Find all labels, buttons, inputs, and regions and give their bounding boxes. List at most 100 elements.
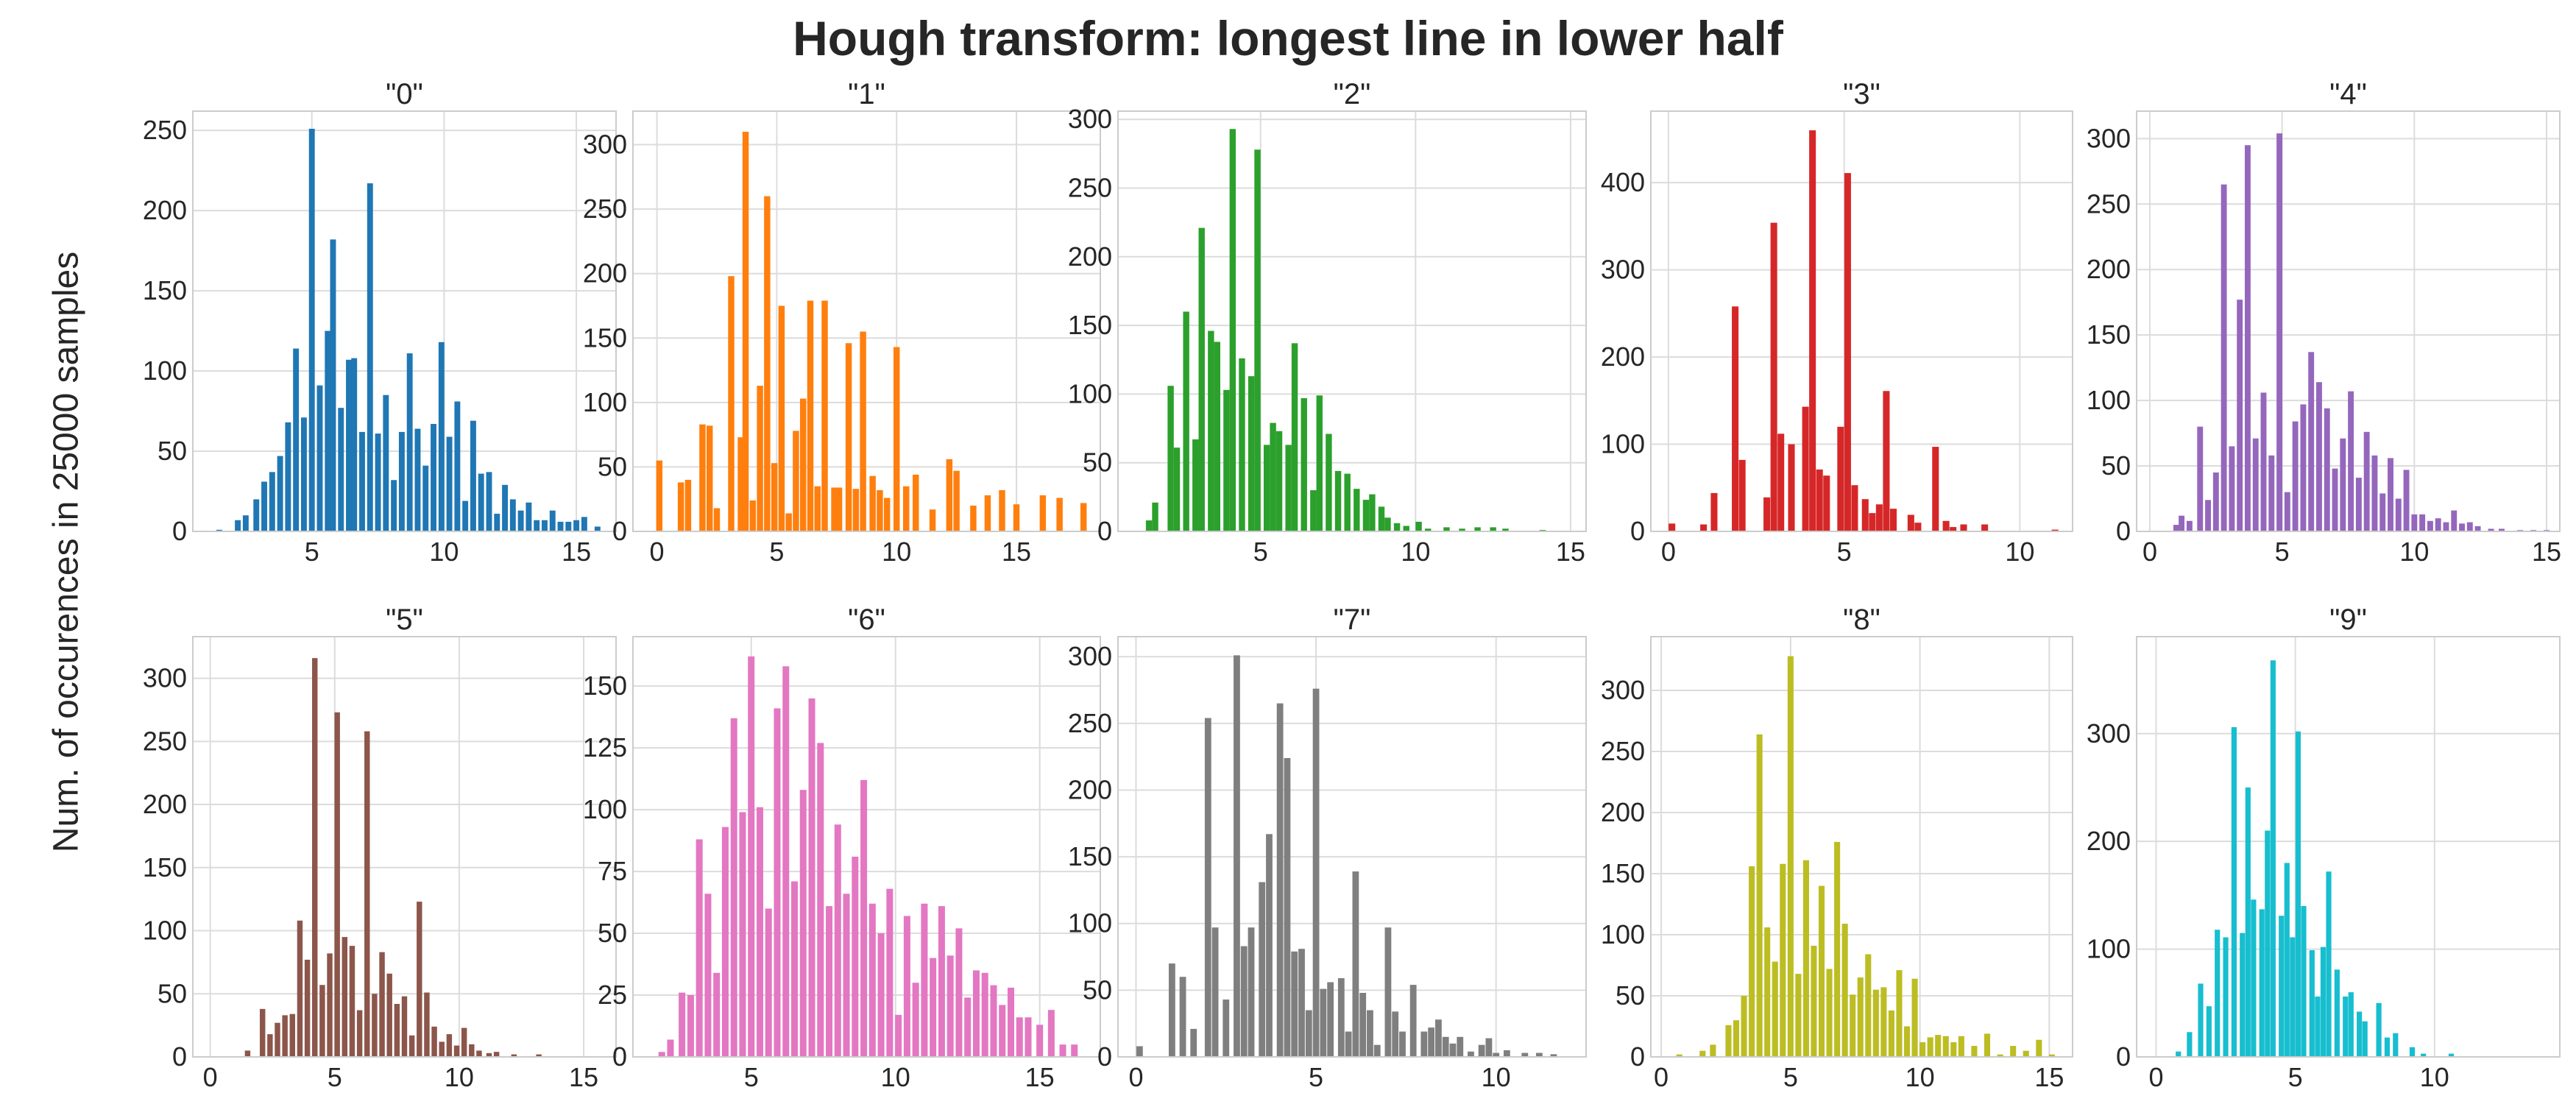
histogram-bar — [2292, 421, 2299, 531]
histogram-bar — [817, 743, 824, 1057]
histogram-bar — [1384, 517, 1391, 531]
histogram-bar — [414, 428, 421, 531]
histogram-bar — [1907, 514, 1914, 531]
histogram-bar — [807, 300, 814, 531]
histogram-bar — [1378, 506, 1385, 531]
histogram-bar — [261, 481, 267, 531]
y-tick-label: 0 — [1630, 516, 1645, 546]
histogram-bar — [2010, 1046, 2017, 1057]
histogram-bar — [2251, 899, 2257, 1057]
histogram-bar — [1344, 473, 1351, 531]
plot-frame — [1117, 110, 1587, 532]
histogram-bar — [1214, 342, 1220, 531]
histogram-bar — [814, 486, 821, 531]
histogram-bar — [334, 712, 340, 1057]
histogram-bar — [765, 908, 772, 1057]
histogram-bar — [1818, 885, 1825, 1057]
histogram-bar — [2223, 937, 2229, 1057]
histogram-bar — [1841, 924, 1848, 1057]
histogram-bar — [1136, 1046, 1143, 1057]
histogram-bar — [1700, 524, 1708, 531]
x-tick-label: 15 — [2034, 1062, 2064, 1092]
histogram-bar — [699, 424, 706, 531]
histogram-bar — [749, 500, 757, 531]
histogram-bar — [269, 472, 275, 531]
y-tick-label: 250 — [1068, 172, 1112, 202]
histogram-bar — [557, 521, 564, 531]
histogram-bar — [1725, 1025, 1732, 1057]
y-tick-label: 75 — [598, 856, 627, 886]
histogram-bar — [330, 239, 336, 531]
histogram-bar — [883, 498, 891, 531]
plot-frame — [2136, 110, 2561, 532]
histogram-bar — [526, 502, 532, 531]
histogram-bar — [1787, 656, 1794, 1057]
histogram-bar — [2245, 787, 2251, 1057]
histogram-bar — [1204, 718, 1211, 1057]
histogram-bar — [930, 958, 937, 1057]
histogram-bar — [289, 1013, 296, 1057]
histogram-bar — [1254, 149, 1261, 532]
x-tick-label: 10 — [445, 1062, 474, 1092]
x-tick-label: 10 — [2399, 537, 2429, 567]
histogram-bar — [1229, 129, 1236, 531]
histogram-bar — [401, 996, 408, 1057]
histogram-bar — [1173, 447, 1181, 531]
histogram-bar — [297, 920, 303, 1057]
x-tick-label: 5 — [1837, 537, 1852, 567]
y-tick-label: 0 — [172, 516, 187, 546]
histogram-bar — [799, 790, 807, 1057]
histogram-bar — [742, 132, 749, 531]
y-tick-label: 250 — [583, 194, 627, 224]
histogram-bar — [1047, 1010, 1055, 1057]
histogram-bar — [364, 731, 370, 1057]
histogram-bar — [1345, 1031, 1352, 1057]
plot-area — [1651, 111, 2073, 531]
histogram-bar — [764, 196, 771, 531]
histogram-bar — [1291, 951, 1298, 1057]
x-tick-label: 10 — [2005, 537, 2034, 567]
histogram-bar — [2348, 391, 2354, 531]
histogram-bar — [509, 499, 516, 531]
x-tick-label: 5 — [744, 1062, 759, 1092]
histogram-bar — [687, 995, 694, 1057]
y-tick-label: 50 — [2101, 450, 2131, 481]
histogram-bar — [308, 128, 315, 532]
histogram-bar — [1823, 475, 1830, 531]
histogram-bar — [1190, 1028, 1197, 1057]
histogram-bar — [1837, 426, 1844, 531]
histogram-bar — [1772, 961, 1778, 1057]
histogram-bar — [2187, 1032, 2193, 1057]
histogram-bar — [267, 1034, 273, 1057]
y-tick-label: 125 — [583, 732, 627, 762]
x-tick-label: 10 — [881, 1062, 910, 1092]
histogram-bar — [955, 928, 963, 1057]
histogram-bar — [999, 489, 1005, 531]
y-tick-label: 200 — [1601, 342, 1645, 372]
y-tick-label: 250 — [143, 726, 187, 756]
histogram-bar — [739, 812, 746, 1057]
y-tick-label: 150 — [583, 670, 627, 701]
y-tick-label: 250 — [2087, 188, 2131, 219]
histogram-bar — [386, 973, 392, 1057]
histogram-bar — [1502, 528, 1509, 531]
histogram-bar — [2198, 983, 2204, 1057]
histogram-bar — [2316, 382, 2322, 531]
histogram-bar — [1183, 311, 1189, 531]
histogram-bar — [1291, 343, 1298, 531]
histogram-bar — [312, 658, 318, 1057]
histogram-bar — [1409, 985, 1417, 1057]
subplot-title: "2" — [1334, 78, 1371, 110]
histogram-bar — [1850, 994, 1856, 1057]
histogram-bar — [2459, 523, 2465, 531]
histogram-bar — [1521, 1052, 1529, 1057]
histogram-bar — [2343, 997, 2349, 1057]
y-tick-label: 150 — [583, 322, 627, 353]
histogram-bar — [346, 359, 352, 531]
histogram-bar — [1443, 527, 1450, 531]
histogram-bar — [327, 953, 333, 1057]
y-tick-label: 0 — [1097, 516, 1112, 546]
y-tick-label: 200 — [143, 789, 187, 819]
